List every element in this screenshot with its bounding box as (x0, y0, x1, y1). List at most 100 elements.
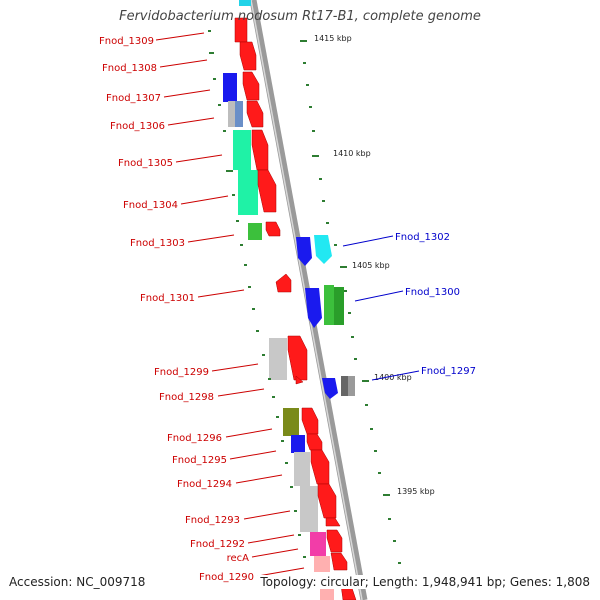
tick-mark (262, 354, 265, 356)
gene-label: recA (227, 553, 250, 564)
gene-label: Fnod_1297 (421, 366, 476, 377)
gene-label: Fnod_1308 (102, 63, 157, 74)
cds-arrow (265, 221, 281, 237)
gene-feature (296, 237, 312, 266)
leader-line (159, 59, 208, 68)
tick-mark (374, 450, 377, 452)
cds-arrow (310, 449, 330, 485)
tick-mark (300, 40, 307, 42)
gene-feature (294, 452, 310, 486)
gene-feature (310, 532, 326, 556)
tick-mark (268, 378, 271, 380)
tick-mark (208, 30, 211, 32)
tick-mark (322, 200, 325, 202)
cds-arrows (239, 41, 357, 600)
cds-arrow (246, 100, 264, 128)
gene-feature (305, 288, 322, 328)
gene-label: Fnod_1302 (395, 232, 450, 243)
gene-feature (283, 408, 299, 436)
right-leader-lines (342, 235, 420, 381)
tick-mark (209, 52, 214, 54)
leader-line (217, 388, 265, 397)
tick-mark (285, 462, 288, 464)
tick-mark (326, 222, 329, 224)
accession-label: Accession: NC_009718 (9, 575, 146, 589)
gene-feature (300, 486, 318, 532)
leader-line (180, 195, 229, 205)
kbp-label: 1405 kbp (352, 261, 390, 270)
gene-feature (238, 170, 258, 215)
right-gene-labels: Fnod_1302 Fnod_1300 Fnod_1297 (395, 232, 476, 377)
tick-mark (312, 155, 319, 157)
gene-feature (248, 223, 262, 240)
cds-arrow (251, 129, 269, 171)
cds-arrow (239, 41, 257, 71)
gene-feature (223, 73, 237, 102)
map-title: Fervidobacterium nodosum Rt17-B1, comple… (119, 9, 481, 24)
gene-feature (269, 338, 287, 380)
tick-mark (309, 106, 312, 108)
tick-mark (362, 380, 369, 382)
tick-mark (290, 486, 293, 488)
gene-label: Fnod_1295 (172, 455, 227, 466)
tick-mark (344, 290, 347, 292)
left-gene-labels: Fnod_1309 Fnod_1308 Fnod_1307 Fnod_1306 … (99, 36, 254, 583)
cds-arrow (295, 375, 304, 385)
leader-line (251, 548, 299, 558)
gene-feature (322, 378, 338, 399)
gene-feature (233, 130, 251, 170)
gene-feature (314, 556, 330, 572)
leader-line (354, 290, 404, 302)
gene-label: Fnod_1293 (185, 515, 240, 526)
scale-ticks (208, 30, 401, 564)
gene-label: Fnod_1301 (140, 293, 195, 304)
tick-mark (240, 244, 243, 246)
tick-mark (252, 308, 255, 310)
tick-mark (378, 472, 381, 474)
tick-mark (303, 556, 306, 558)
tick-mark (298, 534, 301, 536)
leader-line (187, 234, 235, 243)
leader-line (211, 363, 259, 372)
gene-label: Fnod_1290 (199, 572, 254, 583)
leader-line (155, 32, 205, 41)
cds-arrow (275, 273, 292, 293)
gene-label: Fnod_1306 (110, 121, 165, 132)
gene-feature (291, 435, 305, 453)
tick-mark (244, 264, 247, 266)
leader-line (257, 567, 305, 577)
leader-line (243, 510, 291, 520)
gene-feature (239, 0, 251, 6)
gene-label: Fnod_1292 (190, 539, 245, 550)
kbp-label: 1395 kbp (397, 487, 435, 496)
gene-feature (314, 235, 332, 264)
cds-arrow (301, 407, 319, 435)
leader-line (342, 235, 394, 247)
tick-mark (340, 266, 347, 268)
left-leader-lines (155, 32, 305, 577)
cds-arrow (325, 517, 341, 527)
gene-label: Fnod_1296 (167, 433, 222, 444)
leader-line (175, 154, 223, 163)
gene-feature (334, 287, 344, 325)
tick-mark (312, 130, 315, 132)
tick-mark (365, 404, 368, 406)
cds-arrow (287, 335, 308, 381)
cds-arrow (330, 552, 348, 571)
gene-label: Fnod_1298 (159, 392, 214, 403)
tick-mark (351, 336, 354, 338)
cds-arrow (306, 433, 323, 451)
leader-line (225, 428, 273, 438)
gene-label: Fnod_1299 (154, 367, 209, 378)
tick-mark (256, 330, 259, 332)
tick-mark (236, 220, 239, 222)
tick-mark (383, 494, 390, 496)
gene-label: Fnod_1309 (99, 36, 154, 47)
tick-mark (398, 562, 401, 564)
kbp-label: 1400 kbp (374, 373, 412, 382)
kbp-label: 1415 kbp (314, 34, 352, 43)
gene-feature (324, 285, 334, 325)
leader-line (229, 450, 277, 460)
tick-mark (306, 84, 309, 86)
